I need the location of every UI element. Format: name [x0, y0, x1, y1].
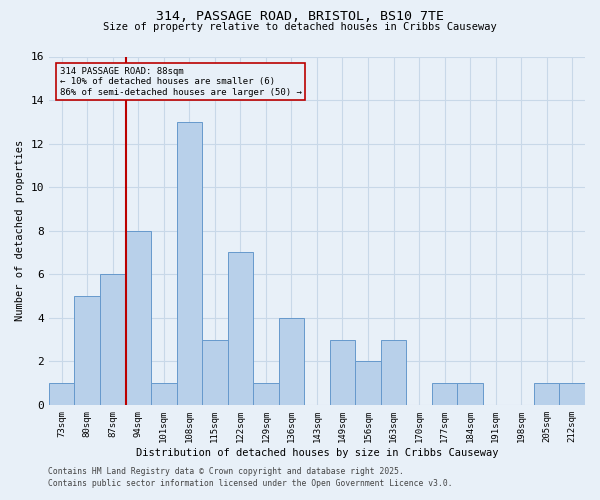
Text: Contains HM Land Registry data © Crown copyright and database right 2025.
Contai: Contains HM Land Registry data © Crown c… [48, 466, 452, 487]
Text: 314 PASSAGE ROAD: 88sqm
← 10% of detached houses are smaller (6)
86% of semi-det: 314 PASSAGE ROAD: 88sqm ← 10% of detache… [59, 67, 302, 97]
Bar [151, 383, 176, 405]
Bar [176, 122, 202, 405]
Bar [253, 383, 278, 405]
Text: Size of property relative to detached houses in Cribbs Causeway: Size of property relative to detached ho… [103, 22, 497, 32]
Bar [227, 252, 253, 405]
Bar [457, 383, 483, 405]
Y-axis label: Number of detached properties: Number of detached properties [15, 140, 25, 322]
Bar [74, 296, 100, 405]
Bar [49, 383, 74, 405]
Bar [355, 362, 381, 405]
Bar [559, 383, 585, 405]
X-axis label: Distribution of detached houses by size in Cribbs Causeway: Distribution of detached houses by size … [136, 448, 498, 458]
Bar [278, 318, 304, 405]
Bar [381, 340, 406, 405]
Bar [330, 340, 355, 405]
Bar [125, 230, 151, 405]
Bar [432, 383, 457, 405]
Bar [534, 383, 559, 405]
Bar [100, 274, 125, 405]
Bar [202, 340, 227, 405]
Text: 314, PASSAGE ROAD, BRISTOL, BS10 7TE: 314, PASSAGE ROAD, BRISTOL, BS10 7TE [156, 10, 444, 23]
